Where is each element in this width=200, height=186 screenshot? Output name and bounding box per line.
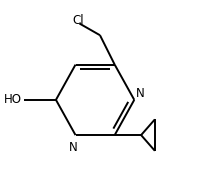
Text: N: N xyxy=(136,87,145,100)
Text: N: N xyxy=(69,141,78,154)
Text: Cl: Cl xyxy=(73,14,84,27)
Text: HO: HO xyxy=(4,93,22,106)
